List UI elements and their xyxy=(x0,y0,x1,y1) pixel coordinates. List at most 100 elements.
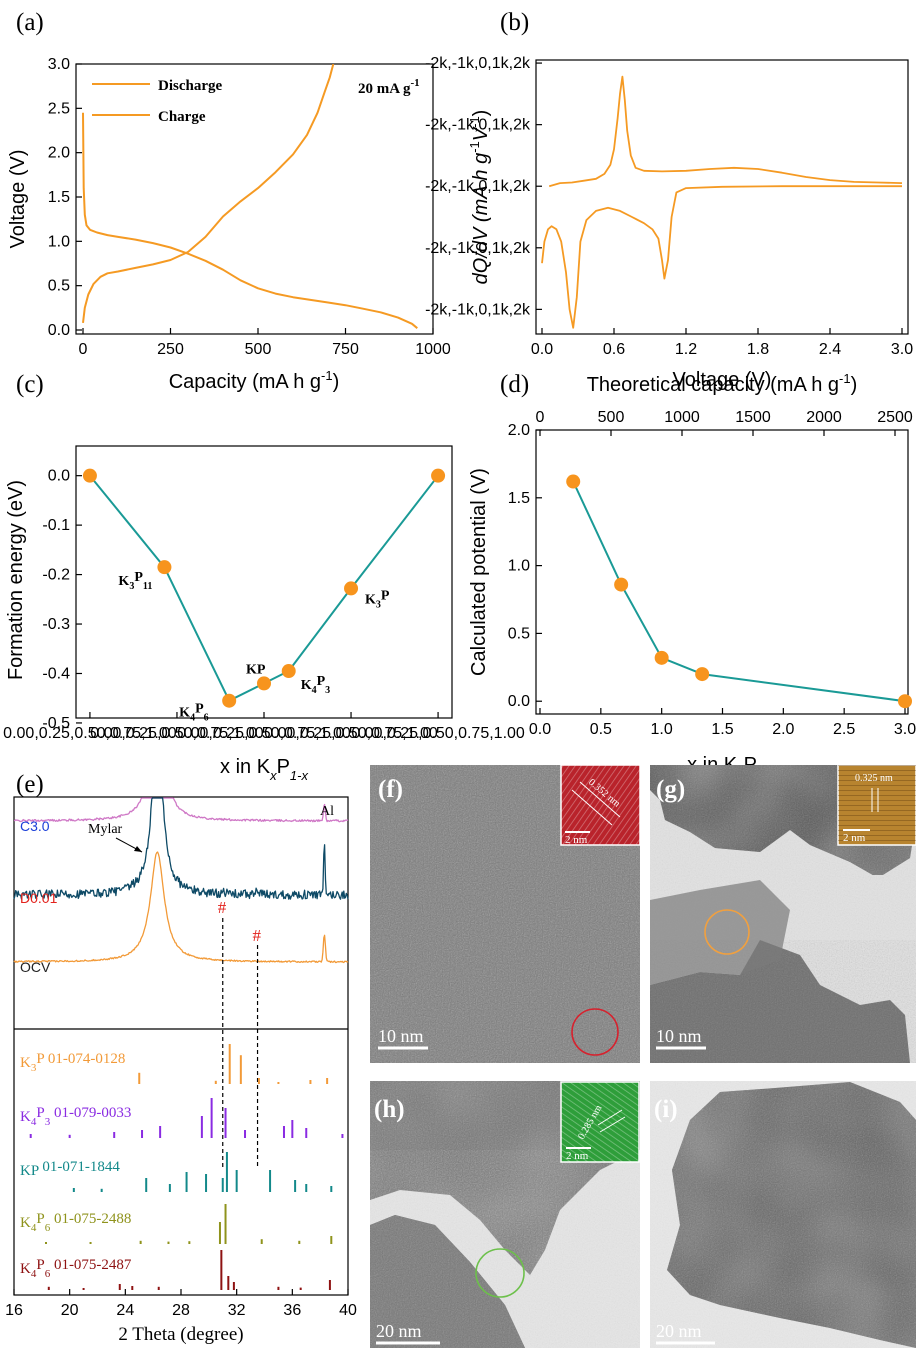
phase-label-3-sub2: 3 xyxy=(325,685,330,696)
x-ticks-d: 0.0 0.5 1.0 1.5 2.0 2.5 3.0 xyxy=(529,708,916,738)
x-d-tick-label-4: 2.0 xyxy=(772,721,794,738)
phase-label-1-sub: 4 xyxy=(190,713,195,724)
y-d-tick-label-3: 1.5 xyxy=(508,490,530,507)
phase-label-1-main2: P xyxy=(195,702,204,717)
formation-point-3 xyxy=(257,676,271,691)
x-e-tick-label-4: 32 xyxy=(228,1302,246,1319)
panel-c-label: (c) xyxy=(16,371,44,398)
x-e-tick-label-5: 36 xyxy=(283,1302,301,1319)
reference-label-4-main2: P xyxy=(36,1257,44,1273)
x-a-tick-label-0: 0 xyxy=(79,341,88,358)
x-a-tick-label-2: 500 xyxy=(245,341,272,358)
y-ticks-b: -2k,-1k,0,1k,2k -2k,-1k,0,1k,2k -2k,-1k,0,… xyxy=(425,55,542,318)
panel-d: (d) 0.0 0.5 1.0 1.5 2.0 2.5 3.0 0 500 1000 1500 20… xyxy=(468,371,916,781)
x-e-tick-label-3: 28 xyxy=(172,1302,190,1319)
potential-point-0 xyxy=(566,474,581,489)
reference-label-2: KP 01-071-1844 xyxy=(20,1159,120,1179)
panel-f-label: (f) xyxy=(378,776,403,803)
x-b-tick-label-5: 3.0 xyxy=(891,341,913,358)
potential-point-1 xyxy=(614,577,629,592)
reference-label-3-main: K xyxy=(20,1215,31,1231)
legend-charge: Charge xyxy=(158,109,206,125)
panel-g-label: (g) xyxy=(656,776,685,803)
reference-label-3-sub: 4 xyxy=(31,1222,37,1234)
reference-label-1-code: 01-079-0033 xyxy=(50,1105,131,1121)
y-d-tick-label-2: 1.0 xyxy=(508,558,530,575)
phase-label-0-main: K xyxy=(118,574,129,589)
mylar-annotation: Mylar xyxy=(88,822,123,837)
panel-h-tem: 0.285 nm 2 nm (h) 20 nm xyxy=(370,1081,640,1348)
x-e-tick-label-2: 24 xyxy=(116,1302,134,1319)
y-b-tick-label-3: -2k,-1k,0,1k,2k xyxy=(425,117,531,134)
panel-d-label: (d) xyxy=(500,371,529,398)
series-c xyxy=(82,468,446,708)
phase-label-0-main2: P xyxy=(134,570,143,585)
y-a-tick-label-1: 0.5 xyxy=(48,278,70,295)
panel-b: (b) 0.0 0.6 1.2 1.8 2.4 3.0 -2k,-1k,0,1k,2k-2… xyxy=(425,9,913,391)
x-e-tick-label-6: 40 xyxy=(339,1302,357,1319)
hash-marker-1: # xyxy=(218,898,227,917)
y-a-tick-label-4: 2.0 xyxy=(48,145,70,162)
panel-i-tem: (i) 20 nm xyxy=(650,1081,916,1348)
y-b-tick-label-1: -2k,-1k,0,1k,2k xyxy=(425,240,531,257)
reference-label-0-sub: 3 xyxy=(31,1062,37,1074)
reference-label-0: K3P 01-074-0128 xyxy=(20,1051,125,1074)
x2-d-tick-label-2: 1000 xyxy=(664,409,700,426)
pattern-label-d0.01: D0.01 xyxy=(20,890,58,906)
xrd-pattern-ocv xyxy=(13,851,349,964)
curve-charge xyxy=(82,64,335,324)
formation-point-0 xyxy=(82,468,97,483)
phase-label-2: KP xyxy=(246,662,266,677)
phase-label-4-main2: P xyxy=(381,588,390,603)
reference-label-3: K4P6 01-075-2488 xyxy=(20,1211,131,1234)
dqdv-charge xyxy=(548,75,903,188)
y-c-tick-label-0: 0.0 xyxy=(48,468,70,485)
x-a-tick-label-1: 250 xyxy=(157,341,184,358)
xrd-pattern-d0.01 xyxy=(13,797,349,900)
y-a-tick-label-2: 1.0 xyxy=(48,233,70,250)
x2-d-tick-label-3: 1500 xyxy=(735,409,771,426)
x-c-tick-label-3: 0.00,0.25,0.50,0.75,1.00 xyxy=(264,725,438,742)
spacing-line-f2 xyxy=(579,781,621,818)
selected-area-circle-h xyxy=(475,1248,525,1298)
potential-point-4 xyxy=(898,694,912,709)
phase-label-3: K4P3 xyxy=(301,674,330,696)
dqdv-discharge xyxy=(541,185,902,329)
y-c-tick-label-1: -0.1 xyxy=(42,517,70,534)
y-b-tick-label-0: -2k,-1k,0,1k,2k xyxy=(425,301,531,318)
xrd-patterns xyxy=(13,797,349,1168)
inset-scale-g: 2 nm xyxy=(843,832,866,844)
y-a-tick-label-5: 2.5 xyxy=(48,100,70,117)
top-x-ticks-d: 0 500 1000 1500 2000 2500 xyxy=(536,409,913,436)
phase-label-4-main: K xyxy=(365,592,376,607)
spacing-line-h2 xyxy=(599,1116,626,1133)
series-b xyxy=(541,75,903,329)
x2-d-tick-label-4: 2000 xyxy=(806,409,842,426)
y-c-tick-label-4: -0.4 xyxy=(42,665,70,682)
phase-label-4: K3P xyxy=(365,588,390,610)
pattern-label-ocv: OCV xyxy=(20,959,51,975)
x-ticks-c: 0.00,0.25,0.50,0.75,1.000.00,0.25,0.50,0… xyxy=(3,712,525,742)
x-d-tick-label-3: 1.5 xyxy=(711,721,733,738)
y-d-tick-label-1: 0.5 xyxy=(508,625,530,642)
inset-scale-f: 2 nm xyxy=(565,834,588,846)
plot-frame-b xyxy=(535,59,909,335)
reference-label-4: K4P6 01-075-2487 xyxy=(20,1257,132,1280)
x2-d-tick-label-5: 2500 xyxy=(877,409,913,426)
phase-label-1-main: K xyxy=(179,706,190,721)
spacing-line-h1 xyxy=(597,1109,623,1126)
top-axis-label-d: Theoretical capacity (mA h g-1) xyxy=(587,371,858,396)
x-c-tick-label-1: 0.00,0.25,0.50,0.75,1.00 xyxy=(90,725,264,742)
x-ticks-b: 0.0 0.6 1.2 1.8 2.4 3.0 xyxy=(531,328,913,358)
y-axis-label-a: Voltage (V) xyxy=(7,150,29,249)
panel-e-label: (e) xyxy=(16,771,44,798)
formation-point-1 xyxy=(157,560,172,575)
phase-label-3-main: K xyxy=(301,678,312,693)
y-d-tick-label-0: 0.0 xyxy=(508,693,530,710)
x-b-tick-label-1: 0.6 xyxy=(603,341,625,358)
tem-mid-region-g xyxy=(650,880,790,985)
panel-c: (c) 0.00,0.25,0.50,0.75,1.000.00,0.25,0.… xyxy=(3,371,525,783)
phase-label-3-main2: P xyxy=(317,674,326,689)
pattern-label-c3.0: C3.0 xyxy=(20,818,50,834)
y-a-tick-label-0: 0.0 xyxy=(48,322,70,339)
